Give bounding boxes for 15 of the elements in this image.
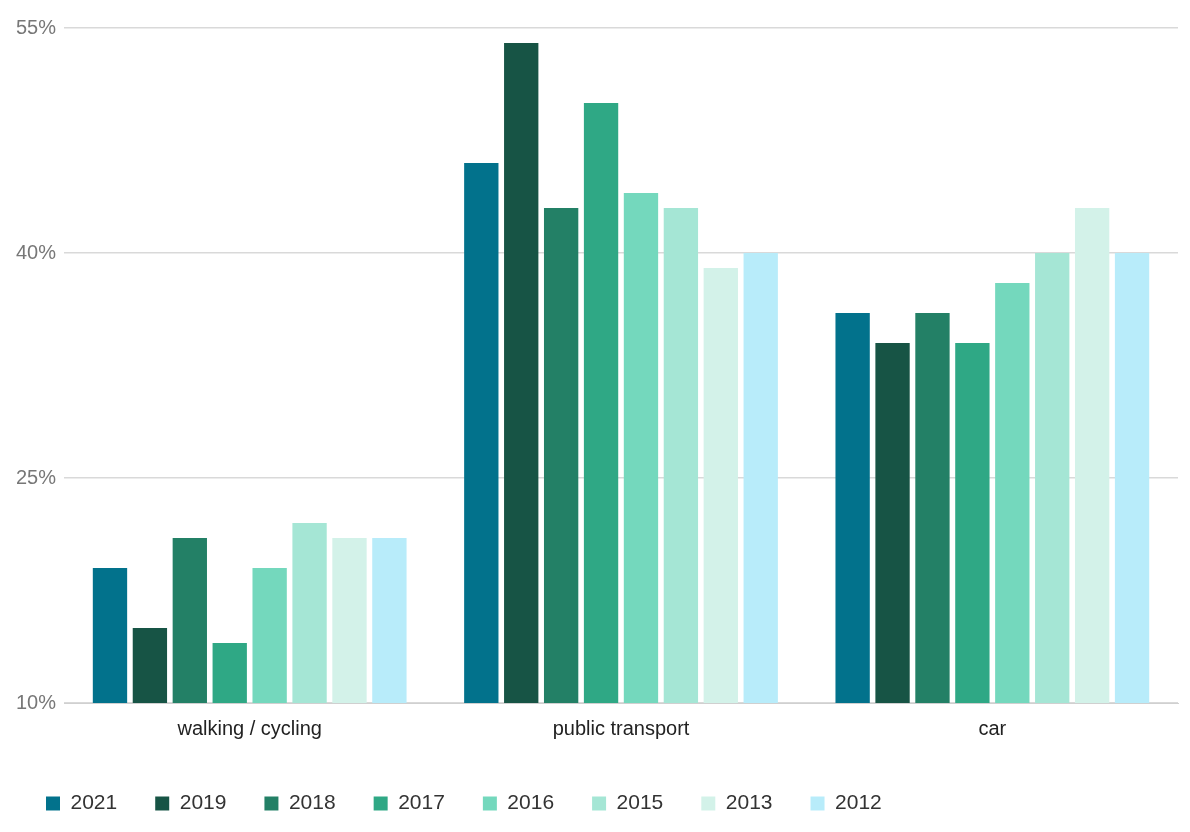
- y-tick-label: 10%: [16, 690, 57, 713]
- legend-label: 2015: [616, 790, 664, 814]
- x-tick-label: walking / cycling: [176, 716, 322, 739]
- legend-label: 2012: [835, 790, 882, 814]
- y-tick-label: 40%: [16, 240, 57, 263]
- x-tick-label: car: [978, 716, 1007, 739]
- legend-label: 2021: [70, 790, 118, 814]
- legend-label: 2017: [398, 790, 445, 814]
- x-tick-label: public transport: [552, 716, 690, 739]
- y-tick-label: 25%: [16, 465, 57, 488]
- legend-label: 2019: [179, 790, 227, 814]
- legend-label: 2018: [288, 790, 336, 814]
- legend-label: 2013: [725, 790, 773, 814]
- y-tick-label: 55%: [16, 15, 57, 38]
- legend-label: 2016: [507, 790, 555, 814]
